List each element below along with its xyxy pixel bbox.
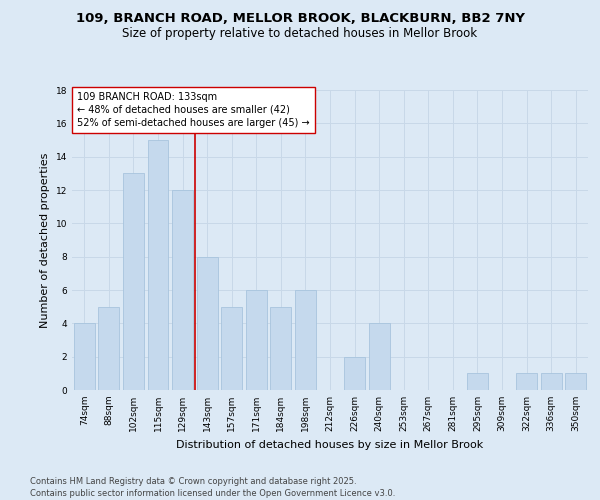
Bar	[516, 374, 537, 390]
Bar	[123, 174, 144, 390]
Bar	[541, 374, 562, 390]
Bar	[295, 290, 316, 390]
Bar	[271, 306, 292, 390]
Bar	[467, 374, 488, 390]
Bar	[197, 256, 218, 390]
Bar	[98, 306, 119, 390]
Text: 109, BRANCH ROAD, MELLOR BROOK, BLACKBURN, BB2 7NY: 109, BRANCH ROAD, MELLOR BROOK, BLACKBUR…	[76, 12, 524, 26]
Bar	[246, 290, 267, 390]
X-axis label: Distribution of detached houses by size in Mellor Brook: Distribution of detached houses by size …	[176, 440, 484, 450]
Y-axis label: Number of detached properties: Number of detached properties	[40, 152, 50, 328]
Text: Size of property relative to detached houses in Mellor Brook: Size of property relative to detached ho…	[122, 28, 478, 40]
Bar	[221, 306, 242, 390]
Bar	[565, 374, 586, 390]
Bar	[74, 324, 95, 390]
Text: Contains HM Land Registry data © Crown copyright and database right 2025.
Contai: Contains HM Land Registry data © Crown c…	[30, 476, 395, 498]
Bar	[368, 324, 389, 390]
Text: 109 BRANCH ROAD: 133sqm
← 48% of detached houses are smaller (42)
52% of semi-de: 109 BRANCH ROAD: 133sqm ← 48% of detache…	[77, 92, 310, 128]
Bar	[172, 190, 193, 390]
Bar	[344, 356, 365, 390]
Bar	[148, 140, 169, 390]
